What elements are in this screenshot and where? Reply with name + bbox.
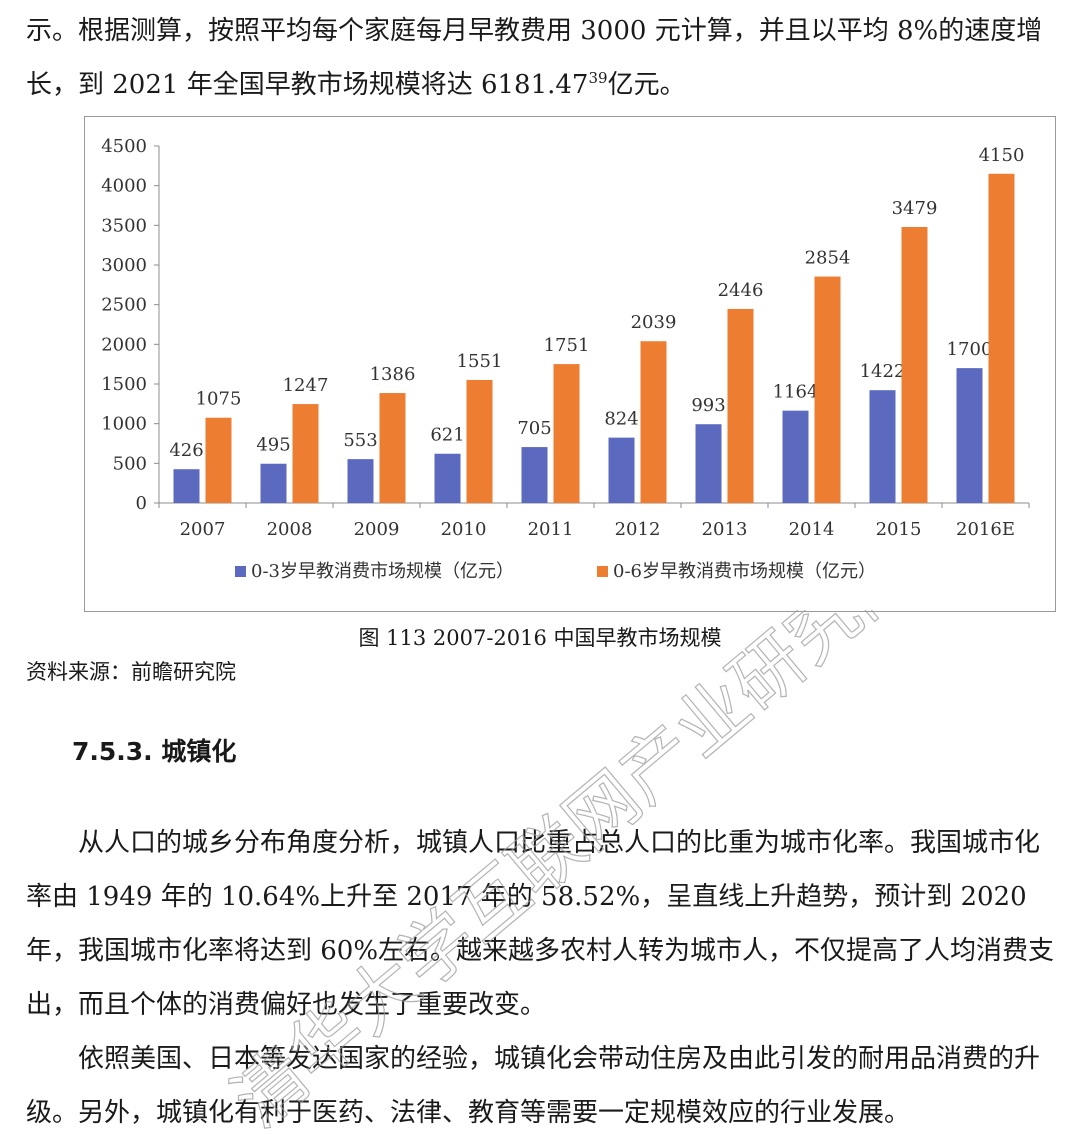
y-tick-label: 2500 bbox=[101, 295, 147, 316]
bar-0-6 bbox=[901, 226, 928, 503]
data-label-0-6: 3479 bbox=[892, 198, 938, 219]
data-label-0-6: 2854 bbox=[805, 248, 851, 269]
data-label-0-6: 1751 bbox=[544, 335, 590, 356]
intro-text: 示。根据测算，按照平均每个家庭每月早教费用 3000 元计算，并且以平均 8%的… bbox=[26, 16, 1043, 100]
data-label-0-3: 1164 bbox=[773, 382, 819, 403]
data-label-0-6: 1075 bbox=[196, 389, 242, 410]
data-label-0-3: 993 bbox=[691, 395, 725, 416]
data-label-0-3: 705 bbox=[517, 418, 551, 439]
y-tick-label: 0 bbox=[136, 493, 147, 514]
source-note: 资料来源：前瞻研究院 bbox=[26, 660, 236, 684]
y-tick-label: 500 bbox=[113, 453, 147, 474]
data-label-0-6: 2446 bbox=[718, 280, 764, 301]
intro-text-end: 亿元。 bbox=[607, 70, 686, 100]
x-tick-label: 2007 bbox=[180, 519, 226, 540]
y-tick-label: 4500 bbox=[101, 136, 147, 157]
data-label-0-3: 1422 bbox=[860, 361, 906, 382]
data-label-0-3: 824 bbox=[604, 409, 638, 430]
bar-0-3 bbox=[956, 368, 983, 503]
x-tick-label: 2013 bbox=[702, 519, 748, 540]
legend-label: 0-3岁早教消费市场规模（亿元） bbox=[251, 561, 514, 582]
bar-0-6 bbox=[553, 364, 580, 503]
data-label-0-3: 426 bbox=[169, 440, 203, 461]
y-tick-label: 4000 bbox=[101, 176, 147, 197]
data-label-0-6: 1551 bbox=[457, 351, 503, 372]
legend-label: 0-6岁早教消费市场规模（亿元） bbox=[613, 561, 876, 582]
data-label-0-3: 495 bbox=[256, 435, 290, 456]
x-tick-label: 2011 bbox=[528, 519, 574, 540]
bar-0-3 bbox=[347, 459, 374, 503]
data-label-0-6: 1386 bbox=[370, 364, 416, 385]
bar-0-6 bbox=[205, 417, 232, 503]
legend-swatch bbox=[597, 566, 608, 577]
legend-swatch bbox=[235, 566, 246, 577]
data-label-0-6: 2039 bbox=[631, 312, 677, 333]
bar-0-6 bbox=[640, 341, 667, 503]
x-tick-label: 2012 bbox=[615, 519, 661, 540]
data-label-0-6: 4150 bbox=[979, 145, 1025, 166]
data-label-0-6: 1247 bbox=[283, 375, 329, 396]
bar-0-6 bbox=[814, 276, 841, 503]
y-tick-label: 3500 bbox=[101, 215, 147, 236]
chart-frame: 0 500 1000 1500 2000 2500 3000 3500 4000 4500 2007… bbox=[84, 116, 1056, 612]
bar-0-6 bbox=[727, 308, 754, 503]
section-heading: 7.5.3. 城镇化 bbox=[72, 737, 237, 766]
data-label-0-3: 1700 bbox=[947, 339, 993, 360]
y-tick-label: 3000 bbox=[101, 255, 147, 276]
y-tick-label: 1500 bbox=[101, 374, 147, 395]
body-paragraph-1: 从人口的城乡分布角度分析，城镇人口比重占总人口的比重为城市化率。我国城市化率由 … bbox=[26, 828, 1055, 1020]
x-tick-label: 2015 bbox=[876, 519, 922, 540]
bar-0-6 bbox=[466, 379, 493, 503]
bar-0-3 bbox=[782, 410, 809, 503]
bar-0-3 bbox=[260, 463, 287, 503]
bar-chart: 0 500 1000 1500 2000 2500 3000 3500 4000 4500 2007… bbox=[101, 136, 1030, 582]
bar-0-3 bbox=[608, 437, 635, 503]
footnote-ref[interactable]: 39 bbox=[588, 69, 608, 87]
bar-0-3 bbox=[695, 424, 722, 503]
data-label-0-3: 621 bbox=[430, 425, 464, 446]
x-tick-label: 2010 bbox=[441, 519, 487, 540]
bar-0-3 bbox=[434, 453, 461, 503]
bar-0-6 bbox=[379, 393, 406, 503]
figure-caption: 图 113 2007-2016 中国早教市场规模 bbox=[358, 626, 722, 650]
x-tick-label: 2009 bbox=[354, 519, 400, 540]
bar-0-6 bbox=[292, 404, 319, 503]
x-tick-label: 2014 bbox=[789, 519, 835, 540]
y-tick-label: 1000 bbox=[101, 414, 147, 435]
body-paragraph-2: 依照美国、日本等发达国家的经验，城镇化会带动住房及由此引发的耐用品消费的升级。另… bbox=[26, 1044, 1041, 1128]
intro-paragraph: 示。根据测算，按照平均每个家庭每月早教费用 3000 元计算，并且以平均 8%的… bbox=[26, 4, 1062, 112]
bar-0-6 bbox=[988, 173, 1015, 503]
x-tick-label: 2016E bbox=[956, 519, 1015, 540]
bar-0-3 bbox=[173, 469, 200, 503]
bar-0-3 bbox=[521, 447, 548, 503]
bar-0-3 bbox=[869, 390, 896, 503]
x-tick-label: 2008 bbox=[267, 519, 313, 540]
data-label-0-3: 553 bbox=[343, 430, 377, 451]
y-tick-label: 2000 bbox=[101, 334, 147, 355]
